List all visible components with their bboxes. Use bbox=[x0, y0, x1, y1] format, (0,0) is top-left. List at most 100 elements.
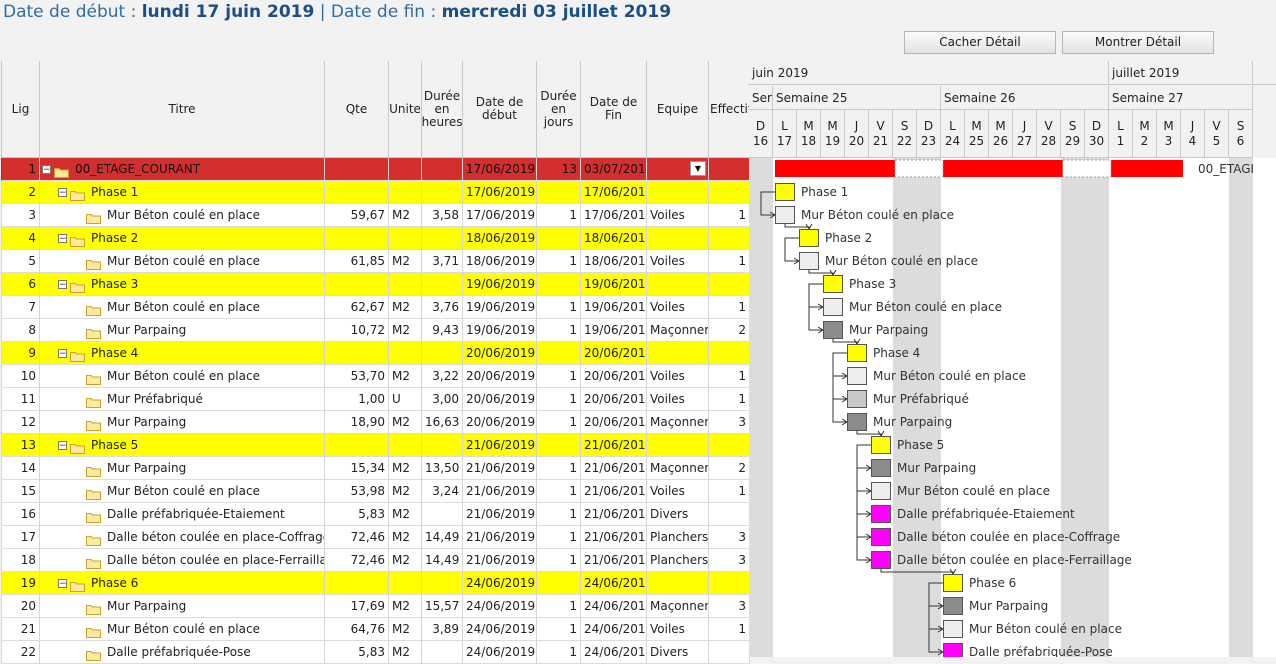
cell-qte: 53,70 bbox=[325, 365, 389, 388]
task-row[interactable]: 20 Mur Parpaing 17,69 M2 15,57 24/06/2019 1 24/… bbox=[1, 595, 750, 618]
collapse-icon[interactable]: − bbox=[58, 234, 67, 244]
show-detail-button[interactable]: Montrer Détail bbox=[1062, 31, 1214, 54]
task-row[interactable]: 7 Mur Béton coulé en place 62,67 M2 3,76 19/0… bbox=[1, 296, 750, 319]
collapse-icon[interactable]: − bbox=[58, 349, 67, 359]
col-header-duree-heures[interactable]: Durée en heures bbox=[422, 61, 463, 158]
task-row[interactable]: 21 Mur Béton coulé en place 64,76 M2 3,89 24/… bbox=[1, 618, 750, 641]
chevron-down-icon[interactable]: ▼ bbox=[690, 161, 706, 176]
cell-titre[interactable]: Dalle préfabriquée-Etaiement bbox=[40, 503, 325, 526]
col-header-equipe[interactable]: Equipe bbox=[647, 61, 709, 158]
col-header-qte[interactable]: Qte bbox=[325, 61, 389, 158]
cell-titre[interactable]: − Phase 3 bbox=[40, 273, 325, 296]
phase-row[interactable]: 6 − Phase 3 19/06/2019 19/06/201 bbox=[1, 273, 750, 296]
task-bar[interactable] bbox=[775, 206, 795, 224]
phase-marker[interactable] bbox=[775, 183, 795, 201]
task-bar[interactable] bbox=[943, 597, 963, 615]
task-bar[interactable] bbox=[847, 390, 867, 408]
phase-marker[interactable] bbox=[823, 275, 843, 293]
col-header-effectif[interactable]: Effectif bbox=[709, 61, 750, 158]
task-row[interactable]: 12 Mur Parpaing 18,90 M2 16,63 20/06/2019 1 20/… bbox=[1, 411, 750, 434]
cell-titre[interactable]: Mur Béton coulé en place bbox=[40, 296, 325, 319]
task-bar[interactable] bbox=[847, 367, 867, 385]
task-bar[interactable] bbox=[823, 298, 843, 316]
cell-effectif: 2 bbox=[709, 457, 750, 480]
cell-titre[interactable]: Mur Parpaing bbox=[40, 319, 325, 342]
day-letter: M bbox=[971, 119, 982, 133]
task-bar[interactable] bbox=[823, 321, 843, 339]
cell-titre[interactable]: Dalle préfabriquée-Pose bbox=[40, 641, 325, 664]
phase-marker[interactable] bbox=[799, 229, 819, 247]
task-bar[interactable] bbox=[943, 620, 963, 638]
row-title: Phase 6 bbox=[91, 576, 139, 590]
col-header-titre[interactable]: Titre bbox=[40, 61, 325, 158]
cell-titre[interactable]: − Phase 5 bbox=[40, 434, 325, 457]
task-row[interactable]: 18 Dalle béton coulée en place-Ferraillag… bbox=[1, 549, 750, 572]
cell-titre[interactable]: Mur Béton coulé en place bbox=[40, 480, 325, 503]
cell-titre[interactable]: − Phase 2 bbox=[40, 227, 325, 250]
cell-qte bbox=[325, 227, 389, 250]
col-header-unite[interactable]: Unite bbox=[389, 61, 422, 158]
summary-bar[interactable] bbox=[943, 160, 1063, 177]
cell-titre[interactable]: Dalle béton coulée en place-Ferraillage bbox=[40, 549, 325, 572]
cell-titre[interactable]: Mur Parpaing bbox=[40, 595, 325, 618]
row-title: Dalle béton coulée en place-Coffrage bbox=[107, 530, 325, 544]
dependency-link bbox=[784, 237, 799, 262]
phase-row[interactable]: 9 − Phase 4 20/06/2019 20/06/201 bbox=[1, 342, 750, 365]
phase-row[interactable]: 2 − Phase 1 17/06/2019 17/06/201 bbox=[1, 181, 750, 204]
summary-bar[interactable] bbox=[1111, 160, 1183, 177]
task-row[interactable]: 14 Mur Parpaing 15,34 M2 13,50 21/06/2019 1 21/… bbox=[1, 457, 750, 480]
cell-unite: M2 bbox=[389, 549, 422, 572]
task-row[interactable]: 10 Mur Béton coulé en place 53,70 M2 3,22 20/… bbox=[1, 365, 750, 388]
collapse-icon[interactable]: − bbox=[58, 280, 67, 290]
task-bar[interactable] bbox=[847, 413, 867, 431]
gantt-label: Mur Préfabriqué bbox=[873, 392, 969, 406]
task-row[interactable]: 17 Dalle béton coulée en place-Coffrage 72… bbox=[1, 526, 750, 549]
task-row[interactable]: 5 Mur Béton coulé en place 61,85 M2 3,71 18/0… bbox=[1, 250, 750, 273]
task-bar[interactable] bbox=[799, 252, 819, 270]
cell-titre[interactable]: Mur Parpaing bbox=[40, 411, 325, 434]
cell-titre[interactable]: Mur Béton coulé en place bbox=[40, 618, 325, 641]
cell-titre[interactable]: − 00_ETAGE_COURANT bbox=[40, 158, 325, 181]
task-row[interactable]: 16 Dalle préfabriquée-Etaiement 5,83 M2 21/0… bbox=[1, 503, 750, 526]
cell-titre[interactable]: Mur Béton coulé en place bbox=[40, 365, 325, 388]
task-row[interactable]: 11 Mur Préfabriqué 1,00 U 3,00 20/06/2019 1 20/… bbox=[1, 388, 750, 411]
collapse-icon[interactable]: − bbox=[58, 441, 67, 451]
collapse-icon[interactable]: − bbox=[42, 165, 51, 175]
col-header-date-fin[interactable]: Date de Fin bbox=[581, 61, 647, 158]
phase-row[interactable]: 13 − Phase 5 21/06/2019 21/06/201 bbox=[1, 434, 750, 457]
task-bar[interactable] bbox=[871, 551, 891, 569]
cell-titre[interactable]: Mur Préfabriqué bbox=[40, 388, 325, 411]
day-number: 18 bbox=[800, 134, 817, 148]
collapse-icon[interactable]: − bbox=[58, 579, 67, 589]
folder-icon bbox=[86, 485, 101, 500]
task-bar[interactable] bbox=[871, 505, 891, 523]
cell-titre[interactable]: − Phase 1 bbox=[40, 181, 325, 204]
hide-detail-button[interactable]: Cacher Détail bbox=[904, 31, 1056, 54]
summary-row[interactable]: 1− 00_ETAGE_COURANT 17/06/2019 13 03/07/201 ▼ bbox=[1, 158, 750, 181]
cell-titre[interactable]: Mur Béton coulé en place bbox=[40, 250, 325, 273]
cell-titre[interactable]: − Phase 4 bbox=[40, 342, 325, 365]
phase-row[interactable]: 19 − Phase 6 24/06/2019 24/06/201 bbox=[1, 572, 750, 595]
phase-marker[interactable] bbox=[943, 574, 963, 592]
task-bar[interactable] bbox=[943, 643, 963, 657]
phase-marker[interactable] bbox=[847, 344, 867, 362]
summary-bar[interactable] bbox=[775, 160, 919, 177]
task-bar[interactable] bbox=[871, 482, 891, 500]
col-header-date-debut[interactable]: Date de début bbox=[463, 61, 537, 158]
phase-marker[interactable] bbox=[871, 436, 891, 454]
task-row[interactable]: 8 Mur Parpaing 10,72 M2 9,43 19/06/2019 1 19/06… bbox=[1, 319, 750, 342]
cell-debut: 18/06/2019 bbox=[463, 250, 537, 273]
task-bar[interactable] bbox=[871, 459, 891, 477]
cell-titre[interactable]: Mur Parpaing bbox=[40, 457, 325, 480]
task-row[interactable]: 3 Mur Béton coulé en place 59,67 M2 3,58 17/0… bbox=[1, 204, 750, 227]
collapse-icon[interactable]: − bbox=[58, 188, 67, 198]
task-row[interactable]: 15 Mur Béton coulé en place 53,98 M2 3,24 21/… bbox=[1, 480, 750, 503]
cell-titre[interactable]: Dalle béton coulée en place-Coffrage bbox=[40, 526, 325, 549]
task-row[interactable]: 22 Dalle préfabriquée-Pose 5,83 M2 24/06/201… bbox=[1, 641, 750, 664]
col-header-lig[interactable]: Lig bbox=[1, 61, 40, 158]
cell-titre[interactable]: Mur Béton coulé en place bbox=[40, 204, 325, 227]
phase-row[interactable]: 4 − Phase 2 18/06/2019 18/06/201 bbox=[1, 227, 750, 250]
cell-titre[interactable]: − Phase 6 bbox=[40, 572, 325, 595]
col-header-duree-jours[interactable]: Durée en jours bbox=[537, 61, 581, 158]
task-bar[interactable] bbox=[871, 528, 891, 546]
